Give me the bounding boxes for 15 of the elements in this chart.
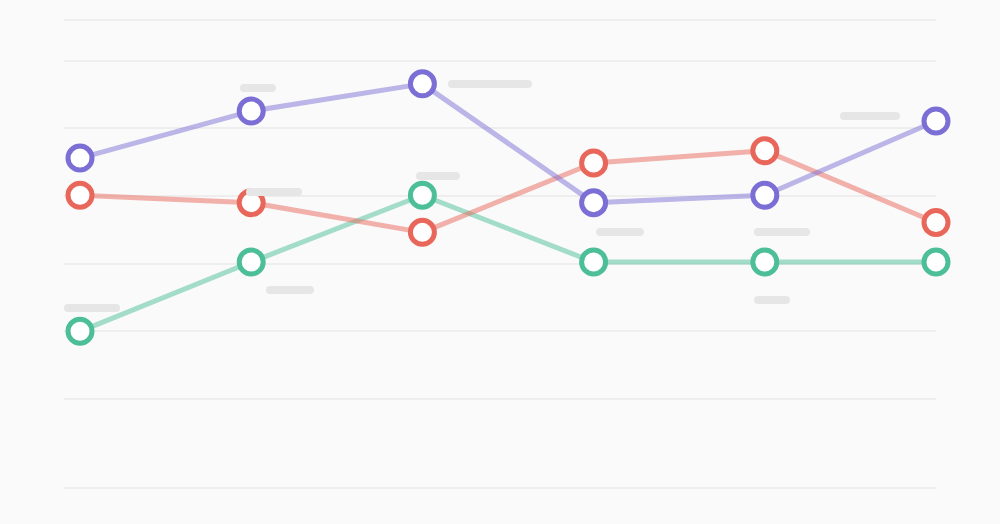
point [579, 247, 609, 277]
point [921, 106, 951, 136]
point [579, 148, 609, 178]
point [407, 69, 437, 99]
point [750, 247, 780, 277]
point [921, 207, 951, 237]
point [921, 247, 951, 277]
point [65, 143, 95, 173]
point [407, 180, 437, 210]
point [236, 96, 266, 126]
point [407, 217, 437, 247]
point [750, 136, 780, 166]
point [236, 247, 266, 277]
point [579, 188, 609, 218]
point [750, 180, 780, 210]
